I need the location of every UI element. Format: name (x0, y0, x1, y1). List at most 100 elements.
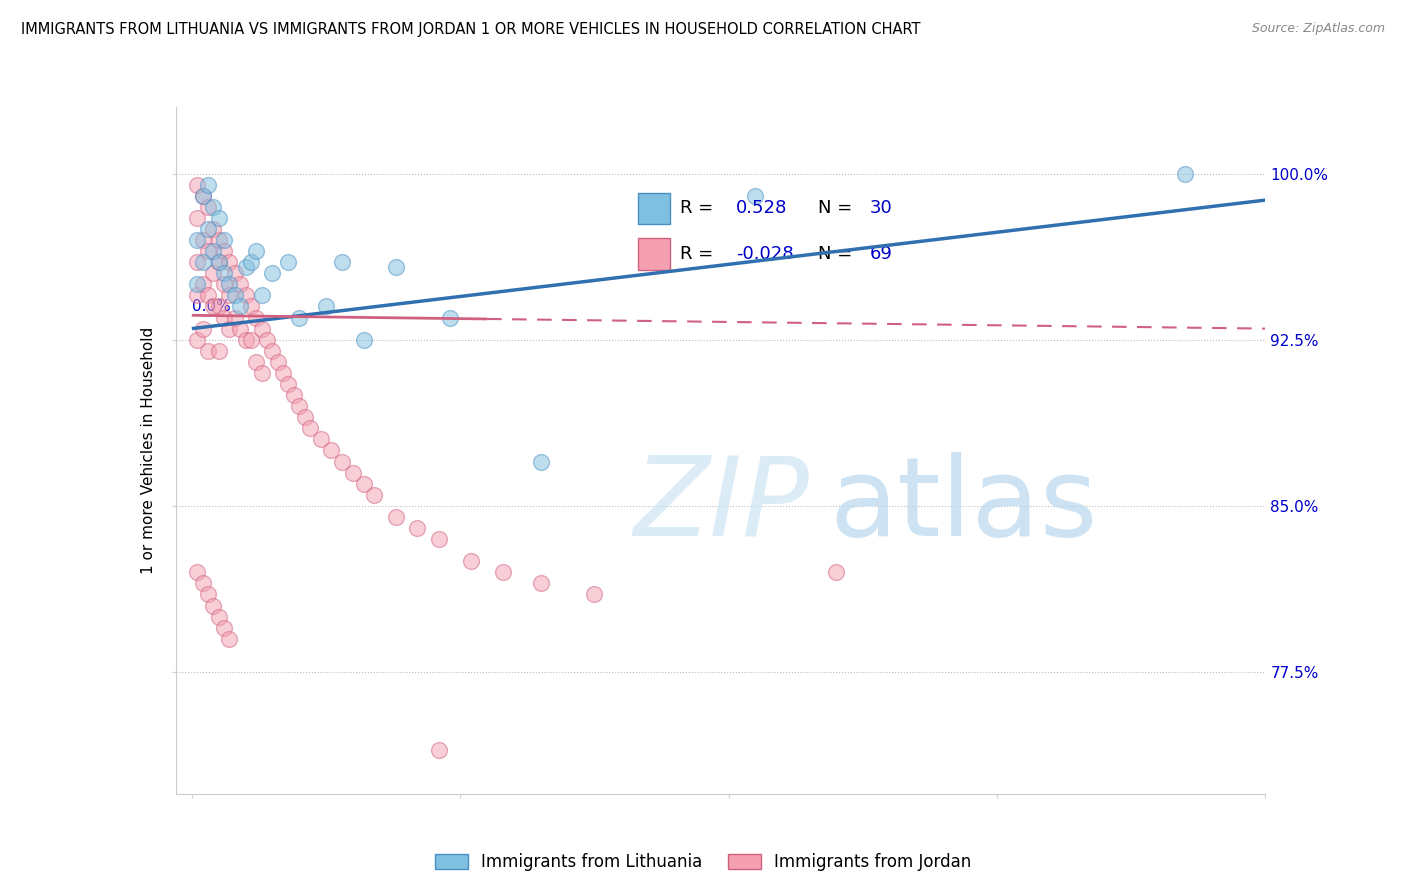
Point (288, 310, 311, 325)
Point (202, 200, 225, 214)
Point (208, 255, 231, 269)
Point (239, 255, 262, 269)
Point (250, 288, 273, 302)
Point (186, 211, 208, 225)
Point (256, 333, 278, 347)
Point (208, 609, 231, 624)
Point (186, 566, 208, 580)
Point (224, 288, 246, 302)
Text: Source: ZipAtlas.com: Source: ZipAtlas.com (1251, 22, 1385, 36)
Point (191, 321, 214, 335)
Point (250, 321, 273, 335)
Point (315, 300, 337, 314)
Point (224, 266, 246, 280)
Legend: Immigrants from Lithuania, Immigrants from Jordan: Immigrants from Lithuania, Immigrants fr… (426, 845, 980, 880)
Point (208, 343, 231, 358)
Point (229, 300, 252, 314)
Y-axis label: 1 or more Vehicles in Household: 1 or more Vehicles in Household (141, 326, 156, 574)
Point (186, 255, 208, 269)
Point (218, 277, 240, 292)
Point (277, 376, 299, 391)
Point (186, 333, 208, 347)
Point (492, 566, 515, 580)
Point (342, 466, 364, 480)
Point (235, 260, 257, 274)
Point (239, 300, 262, 314)
Point (298, 421, 321, 435)
Point (439, 310, 461, 325)
Point (197, 200, 219, 214)
Point (235, 288, 257, 302)
Point (191, 255, 214, 269)
Point (825, 566, 848, 580)
Point (191, 188, 214, 202)
Point (406, 521, 429, 535)
Point (202, 599, 225, 613)
Point (186, 277, 208, 292)
Point (197, 244, 219, 258)
Point (385, 510, 408, 524)
Point (202, 244, 225, 258)
Point (197, 587, 219, 601)
Point (385, 260, 408, 274)
Point (202, 300, 225, 314)
Point (235, 333, 257, 347)
Text: 0.0%: 0.0% (191, 300, 231, 314)
Point (197, 222, 219, 236)
Point (191, 233, 214, 247)
Point (202, 266, 225, 280)
Point (530, 576, 553, 591)
Point (1174, 167, 1197, 181)
Point (197, 288, 219, 302)
Point (212, 310, 235, 325)
Point (212, 266, 235, 280)
Point (191, 576, 214, 591)
Point (267, 355, 290, 369)
Point (353, 476, 375, 491)
Point (245, 310, 267, 325)
Point (212, 244, 235, 258)
Point (239, 333, 262, 347)
Text: IMMIGRANTS FROM LITHUANIA VS IMMIGRANTS FROM JORDAN 1 OR MORE VEHICLES IN HOUSEH: IMMIGRANTS FROM LITHUANIA VS IMMIGRANTS … (21, 22, 921, 37)
Point (245, 244, 267, 258)
Point (218, 255, 240, 269)
Point (330, 454, 353, 468)
Point (186, 178, 208, 192)
Point (202, 222, 225, 236)
Point (583, 587, 606, 601)
Point (294, 410, 316, 425)
Point (250, 366, 273, 380)
Point (363, 488, 385, 502)
Point (309, 433, 332, 447)
Point (530, 454, 553, 468)
Point (262, 266, 284, 280)
Point (197, 178, 219, 192)
Point (186, 288, 208, 302)
Point (330, 255, 353, 269)
Point (460, 554, 482, 568)
Point (744, 188, 766, 202)
Point (191, 277, 214, 292)
Text: ZIP: ZIP (633, 452, 810, 559)
Point (212, 621, 235, 635)
Point (191, 188, 214, 202)
Point (218, 632, 240, 646)
Text: atlas: atlas (830, 452, 1098, 559)
Point (427, 742, 450, 756)
Point (186, 233, 208, 247)
Point (353, 333, 375, 347)
Point (288, 399, 311, 413)
Point (212, 277, 235, 292)
Point (197, 343, 219, 358)
Point (321, 443, 343, 458)
Point (245, 355, 267, 369)
Point (262, 343, 284, 358)
Point (208, 233, 231, 247)
Point (208, 211, 231, 225)
Point (229, 277, 252, 292)
Point (271, 366, 294, 380)
Point (218, 321, 240, 335)
Point (212, 233, 235, 247)
Point (427, 532, 450, 546)
Point (208, 300, 231, 314)
